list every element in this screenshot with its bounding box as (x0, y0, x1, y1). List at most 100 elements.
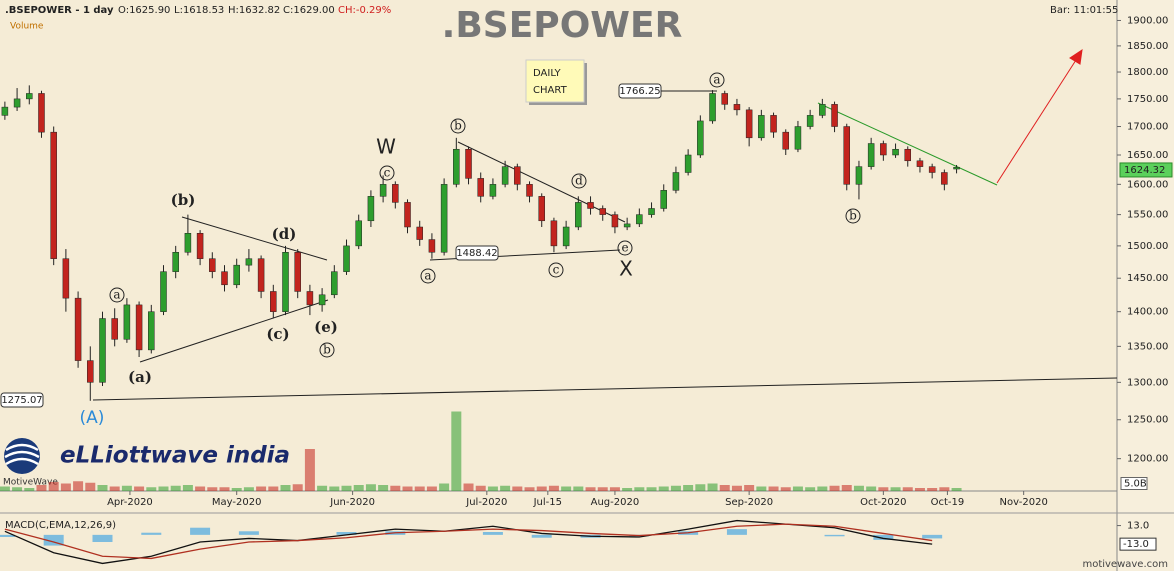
candle-body (87, 360, 94, 383)
candle-body (50, 131, 57, 259)
ohlc: C:1629.00 (283, 5, 335, 16)
volume-bar (195, 486, 206, 491)
macd-histogram (190, 527, 211, 535)
wave-label: (b) (171, 191, 196, 209)
macd-tick-label: 13.0 (1127, 521, 1149, 532)
volume-bar (951, 488, 962, 491)
change: CH:-0.29% (338, 5, 391, 16)
candle-body (404, 202, 411, 228)
candle-body (440, 184, 448, 253)
volume-bar (817, 486, 828, 491)
candle-body (916, 160, 924, 167)
volume-bar (402, 486, 413, 491)
volume-bar (658, 486, 669, 491)
price-label-box (455, 245, 499, 261)
volume-bar (866, 486, 877, 491)
price-label-box (618, 83, 662, 99)
volume-bar (207, 487, 218, 491)
wave-label: c (384, 166, 391, 180)
candle-body (221, 271, 228, 286)
wave-circle (548, 262, 564, 278)
macd-title: MACD(C,EMA,12,26,9) (5, 520, 116, 531)
volume-bar (146, 487, 157, 491)
wave-label: (e) (314, 318, 338, 336)
candle-body (428, 239, 436, 253)
x-tick-label: Jul-2020 (465, 497, 507, 508)
candle-body (794, 126, 802, 150)
wave-label: b (849, 209, 857, 223)
volume-bar (890, 487, 901, 491)
volume-tick-label: 5.0B (1124, 479, 1147, 490)
volume-bar (475, 485, 486, 491)
macd-histogram (0, 534, 15, 537)
x-tick-label: Apr-2020 (107, 497, 153, 508)
y-tick-label: 1900.00 (1127, 15, 1168, 26)
candle-body (526, 184, 533, 197)
volume-bar (219, 487, 230, 491)
y-tick-label: 1450.00 (1127, 273, 1168, 284)
volume-bar (36, 485, 47, 491)
candle-body (806, 115, 814, 127)
volume-bar (390, 485, 401, 491)
y-tick-label: 1400.00 (1127, 307, 1168, 318)
volume-bar (768, 486, 779, 491)
logo-text: eLLiottwave india (60, 443, 290, 469)
candle-body (831, 104, 838, 127)
wave-label: (A) (80, 408, 105, 428)
volume-bar (329, 486, 340, 491)
candle-body (562, 226, 570, 247)
candle-body (599, 208, 606, 215)
macd-histogram (43, 534, 64, 546)
volume-bar (170, 485, 181, 491)
volume-bar (609, 487, 620, 491)
volume-bar (97, 485, 108, 491)
volume-bar (597, 487, 608, 491)
x-tick-label: Jun-2020 (329, 497, 375, 508)
x-tick-label: May-2020 (212, 497, 262, 508)
volume-bar (463, 483, 474, 491)
wave-label: W (376, 135, 396, 159)
candle-body (953, 166, 960, 170)
volume-bar (121, 485, 132, 491)
candle-body (331, 271, 338, 296)
y-tick-label: 1500.00 (1127, 241, 1168, 252)
candle-body (892, 148, 899, 156)
volume-bar (439, 483, 450, 491)
wave-circle (617, 240, 633, 256)
volume-bar (500, 485, 511, 491)
axis-panel (1117, 0, 1174, 571)
volume-bar (182, 485, 193, 491)
wave-circle (709, 72, 725, 88)
candle-body (660, 190, 667, 209)
volume-bar (707, 483, 718, 491)
candle-body (587, 202, 594, 209)
candle-body (782, 131, 789, 150)
candle-body (416, 226, 423, 240)
volume-bar (927, 488, 938, 491)
volume-bar (317, 485, 328, 491)
volume-bar (280, 485, 291, 491)
x-tick-label: Oct-2020 (860, 497, 906, 508)
candle-body (477, 178, 484, 197)
volume-bar (902, 487, 913, 491)
candle-body (209, 258, 216, 272)
volume-bar (829, 485, 840, 491)
volume-bar (914, 488, 925, 491)
volume-bar (878, 487, 889, 491)
candle-body (245, 258, 253, 266)
x-tick-label: Jul-15 (533, 497, 562, 508)
candle-body (538, 196, 545, 222)
candle-body (135, 304, 143, 351)
y-tick-label: 1350.00 (1127, 341, 1168, 352)
y-tick-label: 1700.00 (1127, 122, 1168, 133)
x-tick-label: Oct-19 (931, 497, 965, 508)
candle-body (550, 220, 558, 247)
volume-bar (622, 488, 633, 491)
wave-label: b (454, 119, 462, 133)
price-label: 1766.25 (619, 86, 660, 97)
candle-body (855, 166, 863, 185)
candle-body (514, 166, 521, 185)
wave-circle (845, 208, 861, 224)
macd-histogram (531, 534, 552, 538)
volume-bar (231, 488, 242, 491)
